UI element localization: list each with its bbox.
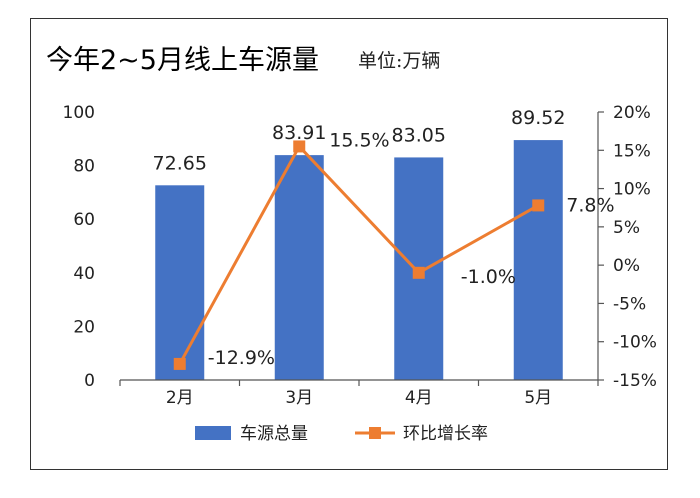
bar-value-label: 72.65 (153, 152, 207, 174)
growth-value-label: 15.5% (329, 129, 389, 151)
bar-value-label: 89.52 (511, 107, 565, 129)
growth-point-1 (293, 140, 306, 153)
chart-title: 今年2~5月线上车源量 (46, 45, 319, 76)
bar-1 (274, 155, 324, 380)
x-tick-label: 2月 (166, 388, 194, 408)
right-y-tick-label: 15% (613, 141, 651, 161)
left-y-tick-label: 80 (73, 157, 95, 177)
left-y-tick-label: 0 (84, 371, 95, 391)
right-y-tick-label: -5% (613, 294, 646, 314)
x-tick-label: 5月 (524, 388, 552, 408)
growth-point-0 (173, 357, 186, 370)
growth-value-label: -1.0% (461, 266, 516, 288)
left-y-tick-label: 40 (73, 264, 95, 284)
right-y-tick-label: -10% (613, 333, 657, 353)
legend-line-label: 环比增长率 (403, 424, 488, 444)
bar-3 (513, 140, 563, 380)
left-y-tick-label: 20 (73, 317, 95, 337)
growth-line (178, 144, 539, 365)
right-y-tick-label: 0% (613, 256, 640, 276)
growth-value-label: -12.9% (208, 347, 275, 369)
unit-label: 单位:万辆 (358, 50, 441, 72)
legend-bar-swatch (195, 426, 231, 440)
right-y-tick-label: 10% (613, 180, 651, 200)
growth-point-2 (412, 266, 425, 279)
growth-value-label: 7.8% (566, 194, 614, 216)
x-tick-label: 3月 (285, 388, 313, 408)
bar-0 (155, 185, 205, 380)
left-y-tick-label: 60 (73, 210, 95, 230)
bar-value-label: 83.05 (392, 124, 446, 146)
bar-value-label: 83.91 (272, 122, 326, 144)
left-y-tick-label: 100 (63, 103, 95, 123)
right-y-tick-label: -15% (613, 371, 657, 391)
growth-point-3 (532, 199, 545, 212)
x-tick-label: 4月 (405, 388, 433, 408)
legend-bar-label: 车源总量 (240, 424, 308, 444)
right-y-tick-label: 5% (613, 218, 640, 238)
right-y-tick-label: 20% (613, 103, 651, 123)
legend-line-marker (369, 427, 381, 439)
